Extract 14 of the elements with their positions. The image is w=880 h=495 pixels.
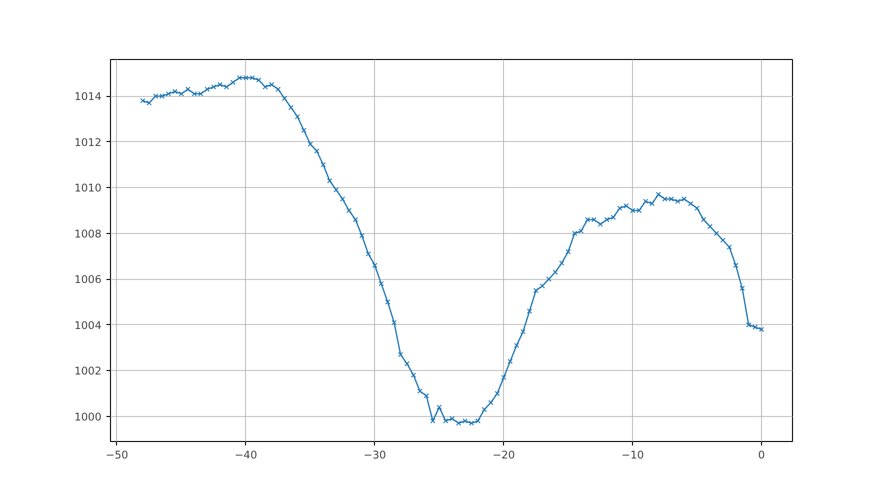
- x-tick-label: −30: [364, 448, 386, 462]
- y-tick-label: 1006: [74, 273, 102, 286]
- y-tick-label: 1004: [74, 318, 102, 332]
- x-tick-label: −40: [234, 448, 258, 462]
- x-tick-label: −10: [621, 448, 644, 462]
- y-tick-label: 1010: [74, 182, 102, 195]
- y-tick-label: 1000: [74, 410, 102, 424]
- y-tick-label: 1012: [74, 136, 102, 149]
- x-tick-label: −50: [106, 448, 128, 462]
- x-tick-label: −20: [492, 448, 516, 462]
- y-tick-label: 1014: [74, 90, 102, 104]
- y-tick-label: 1002: [74, 364, 102, 378]
- y-tick-label: 1008: [74, 227, 102, 240]
- x-tick-label: 0: [758, 448, 766, 462]
